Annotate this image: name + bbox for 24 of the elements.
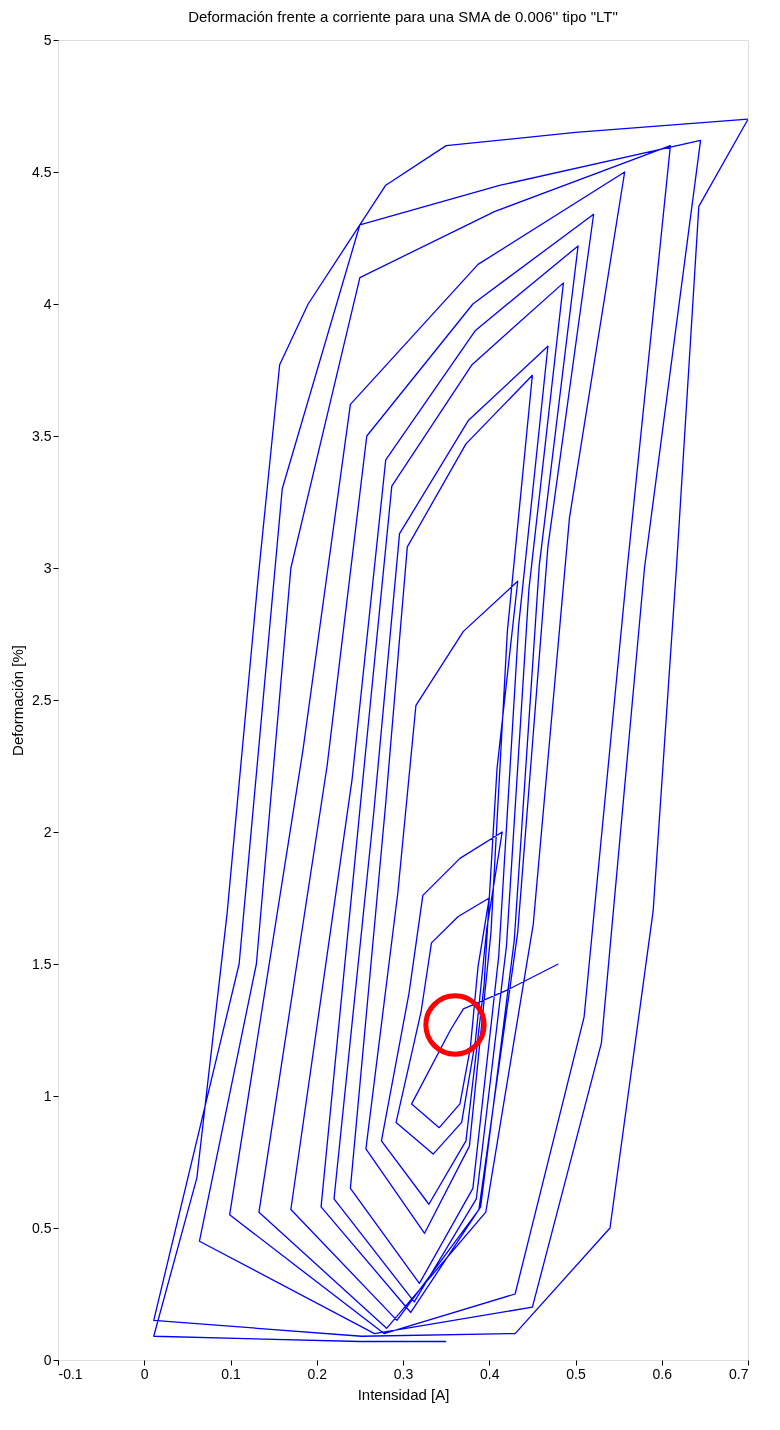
x-tick-label: 0.3 [393,1365,414,1382]
x-tick-label: 0.7 [729,1365,749,1382]
y-tick-label: 5 [43,31,52,48]
y-tick-label: 1 [43,1087,52,1104]
y-tick-label: 0.5 [32,1219,52,1236]
y-tick-label: 0 [43,1351,52,1368]
x-tick-label: 0.2 [307,1365,328,1382]
x-tick-label: 0 [140,1365,149,1382]
y-tick-label: 1.5 [32,955,52,972]
x-tick-label: 0.5 [566,1365,586,1382]
y-tick-label: 4.5 [32,163,52,180]
x-tick-label: -0.1 [58,1365,83,1382]
y-tick-label: 3.5 [32,427,52,444]
y-tick-label: 3 [43,559,52,576]
y-tick-label: 2 [43,823,52,840]
x-tick-label: 0.4 [480,1365,500,1382]
y-tick-label: 2.5 [32,691,52,708]
y-tick-label: 4 [43,295,52,312]
x-tick-label: 0.6 [652,1365,673,1382]
y-axis-title: Deformación [%] [9,645,27,756]
line-series [153,118,748,1343]
x-tick-label: 0.1 [221,1365,241,1382]
x-axis-title: Intensidad [A] [357,1385,450,1403]
chart-title: Deformación frente a corriente para una SMA de 0.006'' tipo "LT" [188,8,618,25]
